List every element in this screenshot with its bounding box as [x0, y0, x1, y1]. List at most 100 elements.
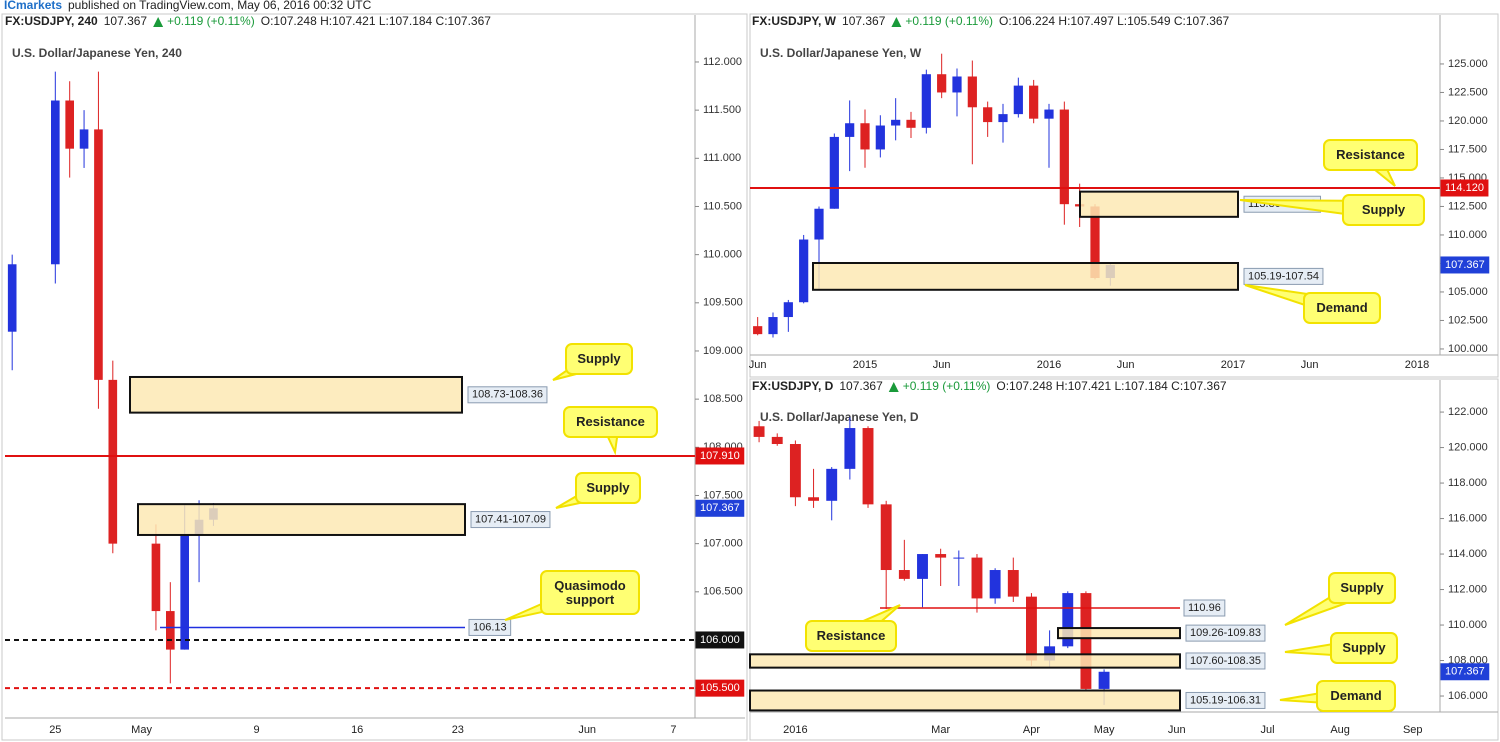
y-tick-label: 125.000: [1448, 58, 1488, 70]
zone: [812, 262, 1239, 291]
up-arrow: [891, 17, 902, 27]
callout-text: Quasimodo support: [540, 570, 640, 615]
candle-body: [891, 119, 901, 126]
y-tick-label: 102.500: [1448, 314, 1488, 326]
candle-body: [753, 426, 765, 437]
x-tick-label: 2018: [1405, 359, 1429, 371]
candle-body: [789, 444, 801, 498]
candle-body: [1059, 109, 1069, 205]
zone-label-box: [1185, 691, 1266, 709]
x-tick-label: 2015: [853, 359, 877, 371]
panel-frame: [1, 13, 748, 741]
zone-label-box: [467, 386, 548, 404]
callout-text: Supply: [575, 472, 641, 504]
candle-body: [983, 107, 993, 123]
zone: [1079, 190, 1239, 218]
zone-label-box: [1185, 652, 1266, 670]
callout: Supply: [575, 472, 641, 504]
chart-symbol: FX:USDJPY, D: [752, 379, 834, 393]
zone: [129, 375, 463, 414]
x-tick-label: 9: [254, 724, 260, 736]
last-price: 107.367: [839, 379, 883, 393]
y-tick-label: 106.000: [1448, 690, 1488, 702]
candle-body: [808, 497, 819, 501]
up-arrow: [153, 17, 164, 27]
candle-body: [94, 129, 103, 380]
zone-label: 107.60-108.35: [1190, 655, 1261, 667]
chart-subtitle: U.S. Dollar/Japanese Yen, D: [760, 410, 919, 424]
candle-body: [51, 100, 60, 265]
last-price: 107.367: [842, 14, 886, 28]
y-tick-label: 114.000: [1448, 548, 1487, 560]
panel-frame: [749, 378, 1499, 741]
candle-body: [753, 326, 763, 335]
candle-body: [845, 123, 855, 137]
y-tick-label: 117.500: [1448, 143, 1487, 155]
x-tick-label: May: [1094, 724, 1115, 736]
zone: [749, 689, 1181, 712]
up-arrow: [888, 382, 899, 392]
y-tick-label: 108.500: [703, 393, 743, 405]
x-tick-label: Mar: [931, 724, 950, 736]
last-price-tag: 107.367: [1445, 666, 1485, 678]
candle-body: [1029, 85, 1039, 119]
x-tick-label: 16: [351, 724, 363, 736]
x-tick-label: 2016: [1037, 359, 1061, 371]
candle-body: [1090, 206, 1100, 279]
level-tag-box: [695, 679, 745, 697]
candle-body: [826, 468, 838, 501]
callout-text: Supply: [565, 343, 633, 375]
level-tag: 114.120: [1445, 182, 1484, 194]
zone: [137, 503, 466, 536]
y-tick-label: 120.000: [1448, 115, 1488, 127]
candle-body: [906, 119, 916, 128]
zone-label: 107.41-107.09: [475, 513, 546, 525]
candle-body: [79, 129, 89, 149]
y-tick-label: 120.000: [1448, 441, 1488, 453]
y-tick-label: 109.000: [703, 345, 743, 357]
candle-body: [860, 123, 870, 150]
callout: Supply: [1328, 572, 1396, 604]
zone: [1057, 627, 1181, 640]
x-tick-label: Jun: [578, 724, 596, 736]
callout: Supply: [565, 343, 633, 375]
candle-body: [108, 379, 118, 544]
level-label-box: [1183, 599, 1226, 617]
x-tick-label: Aug: [1330, 724, 1350, 736]
x-tick-label: Jun: [749, 359, 767, 371]
zone-label-box: [470, 511, 551, 529]
y-tick-label: 107.500: [703, 489, 743, 501]
x-tick-label: 25: [49, 724, 61, 736]
candle-body: [875, 125, 885, 150]
y-tick-label: 112.500: [1448, 200, 1487, 212]
last-price: 107.367: [104, 14, 148, 28]
x-tick-label: Jun: [933, 359, 951, 371]
level-tag: 105.500: [700, 682, 740, 694]
callout-text: Demand: [1316, 680, 1396, 712]
candle-body: [880, 504, 892, 571]
candle-body: [1062, 593, 1074, 647]
x-tick-label: Jun: [1117, 359, 1135, 371]
candle-body: [1007, 570, 1019, 597]
candle-body: [844, 428, 856, 469]
candle-body: [771, 436, 783, 445]
last-price-tag: 107.367: [1445, 259, 1485, 271]
candle-body: [799, 239, 809, 303]
candle-body: [921, 74, 931, 128]
last-price-tag-box: [1440, 663, 1490, 681]
candle-body: [65, 100, 74, 149]
candle-body: [783, 302, 793, 318]
candle-body: [989, 570, 1001, 599]
callout-text: Resistance: [563, 406, 658, 438]
y-tick-label: 111.500: [703, 104, 741, 116]
y-tick-label: 106.500: [703, 586, 743, 598]
y-tick-label: 112.000: [703, 56, 742, 68]
callout-text: Supply: [1328, 572, 1396, 604]
x-tick-label: 7: [670, 724, 676, 736]
callout: Resistance: [805, 620, 897, 652]
y-tick-label: 118.000: [1448, 477, 1487, 489]
chart-symbol: FX:USDJPY, W: [752, 14, 837, 28]
last-price-tag-box: [695, 499, 745, 517]
y-tick-label: 110.000: [703, 249, 742, 261]
